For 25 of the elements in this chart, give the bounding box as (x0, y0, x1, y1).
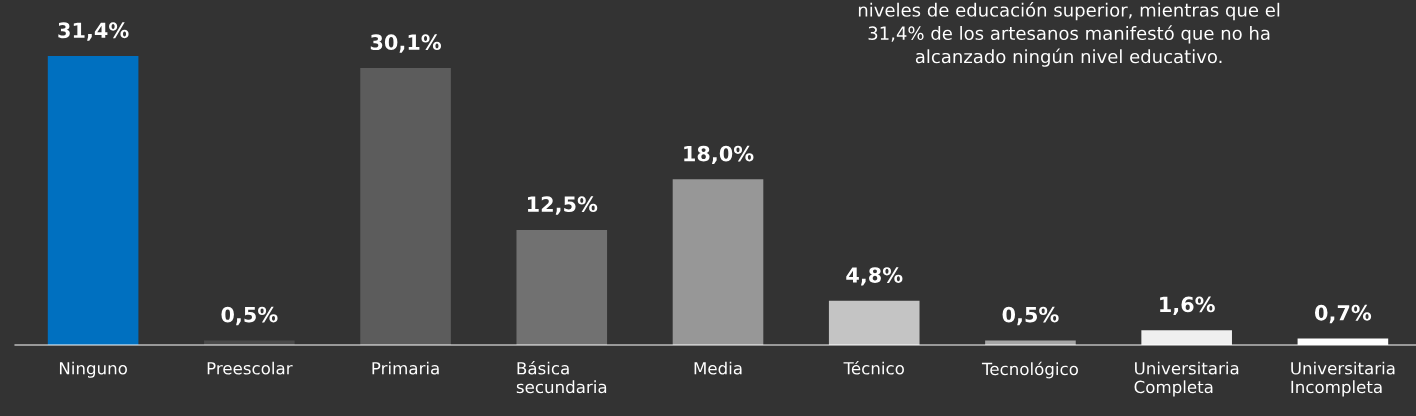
x-tick-label: Universitaria Incompleta (1291, 361, 1395, 397)
bar (672, 179, 764, 345)
data-label: 4,8% (846, 267, 903, 286)
data-label: 30,1% (370, 34, 442, 53)
bar (47, 56, 139, 345)
data-label: 31,4% (58, 22, 129, 41)
x-tick-label: Media (694, 361, 742, 375)
annotation: niveles de educación superior, mientras que el 31,4% de los artesanos manifestó que no ha alcanzado ningún nivel educativo. (858, 2, 1280, 67)
bar (1141, 330, 1232, 345)
data-label: 18,0% (684, 145, 754, 165)
x-tick-label: Primaria (372, 361, 439, 375)
x-tick-label: Técnico (843, 361, 904, 375)
data-label: 1,6% (1160, 296, 1215, 316)
x-tick-label: Universitaria Completa (1134, 361, 1239, 397)
x-tick-label: Ninguno (59, 361, 127, 378)
x-tick-label: Tecnológico (981, 361, 1078, 379)
bar (360, 68, 451, 345)
data-label: 0,7% (1314, 304, 1372, 324)
data-label: 0,5% (1002, 306, 1059, 326)
x-tick-label: Básica secundaria (516, 361, 607, 394)
x-tick-label: Preescolar (207, 361, 293, 375)
data-label: 12,5% (527, 196, 598, 215)
bar (828, 300, 920, 345)
bar (516, 229, 608, 345)
data-label: 0,5% (221, 306, 278, 326)
